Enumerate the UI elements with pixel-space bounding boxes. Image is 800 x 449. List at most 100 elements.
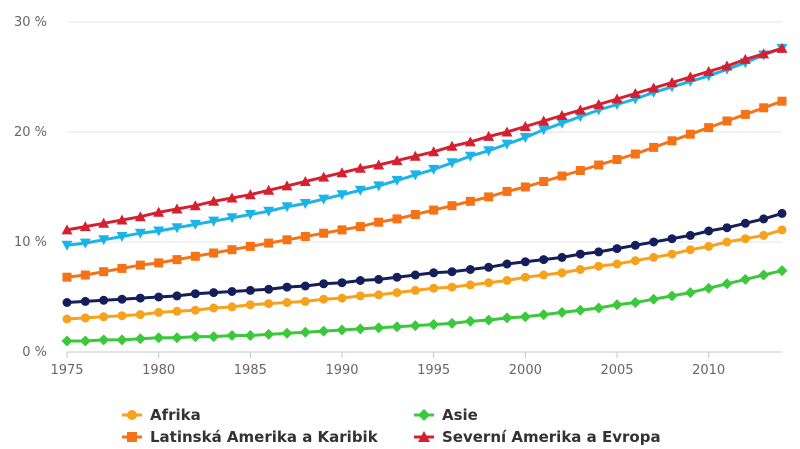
data-point-oceanie bbox=[556, 118, 568, 129]
data-point-severni-amerika-a-evropa bbox=[281, 180, 293, 191]
data-point-latinska-amerika-a-karibik bbox=[300, 232, 310, 241]
data-point-latinska-amerika-a-karibik bbox=[264, 238, 274, 248]
data-point-svet bbox=[300, 281, 310, 291]
data-point-latinska-amerika-a-karibik bbox=[649, 142, 659, 152]
data-point-oceanie bbox=[189, 219, 201, 230]
data-point-asie bbox=[409, 320, 421, 332]
series-line-afrika bbox=[65, 228, 784, 321]
data-point-asie bbox=[226, 330, 238, 341]
y-tick-label: 10 % bbox=[14, 235, 47, 250]
y-tick-label: 30 % bbox=[14, 15, 47, 30]
legend-symbol-marker bbox=[127, 432, 137, 442]
data-point-severni-amerika-a-evropa bbox=[721, 60, 733, 71]
data-point-severni-amerika-a-evropa bbox=[79, 221, 91, 232]
x-tick-label: 1975 bbox=[50, 363, 83, 378]
data-point-svet bbox=[539, 255, 549, 265]
data-point-svet bbox=[502, 259, 512, 269]
data-point-svet bbox=[649, 237, 659, 247]
data-point-severni-amerika-a-evropa bbox=[244, 189, 256, 200]
data-point-svet bbox=[612, 244, 622, 254]
data-point-oceanie bbox=[299, 199, 311, 209]
data-point-oceanie bbox=[519, 133, 531, 143]
data-point-severni-amerika-a-evropa bbox=[464, 136, 476, 147]
data-point-afrika bbox=[80, 313, 90, 323]
data-point-oceanie bbox=[208, 216, 220, 227]
data-point-asie bbox=[758, 269, 770, 281]
data-point-svet bbox=[777, 208, 787, 218]
data-point-oceanie bbox=[336, 190, 348, 201]
data-point-severni-amerika-a-evropa bbox=[684, 71, 696, 82]
x-tick-label: 1990 bbox=[325, 363, 358, 378]
data-point-severni-amerika-a-evropa bbox=[189, 200, 201, 211]
data-point-asie bbox=[593, 302, 605, 314]
data-point-svet bbox=[209, 288, 219, 298]
data-point-latinska-amerika-a-karibik bbox=[557, 171, 567, 181]
data-point-oceanie bbox=[226, 213, 238, 224]
data-point-afrika bbox=[447, 282, 457, 292]
legend-label: Severní Amerika a Evropa bbox=[442, 428, 661, 446]
data-point-oceanie bbox=[153, 226, 165, 237]
data-point-latinska-amerika-a-karibik bbox=[355, 222, 365, 232]
data-point-asie bbox=[336, 324, 348, 336]
data-point-latinska-amerika-a-karibik bbox=[62, 272, 72, 282]
series-line-latinska-amerika-a-karibik bbox=[65, 99, 784, 279]
data-point-asie bbox=[98, 334, 110, 346]
data-point-afrika bbox=[759, 230, 769, 240]
data-point-svet bbox=[117, 294, 127, 304]
series-svet bbox=[62, 208, 787, 307]
data-point-latinska-amerika-a-karibik bbox=[429, 205, 439, 215]
legend-item: Latinská Amerika a Karibik bbox=[122, 428, 379, 446]
series-oceanie bbox=[61, 43, 788, 251]
data-point-afrika bbox=[62, 314, 72, 324]
data-point-latinska-amerika-a-karibik bbox=[99, 267, 109, 277]
data-point-latinska-amerika-a-karibik bbox=[117, 263, 127, 273]
data-point-asie bbox=[263, 328, 275, 340]
data-point-svet bbox=[410, 270, 420, 280]
data-point-svet bbox=[722, 223, 732, 233]
data-point-asie bbox=[281, 327, 293, 339]
x-tick-label: 1995 bbox=[417, 363, 450, 378]
data-point-oceanie bbox=[483, 146, 495, 157]
data-point-oceanie bbox=[409, 170, 421, 181]
data-point-asie bbox=[666, 290, 678, 302]
data-point-svet bbox=[190, 289, 200, 299]
data-point-afrika bbox=[594, 261, 604, 271]
data-point-afrika bbox=[649, 252, 659, 262]
data-point-severni-amerika-a-evropa bbox=[354, 162, 366, 173]
data-point-latinska-amerika-a-karibik bbox=[612, 155, 622, 164]
data-point-asie bbox=[354, 323, 366, 335]
data-point-asie bbox=[153, 332, 165, 344]
data-point-afrika bbox=[227, 302, 237, 312]
data-point-asie bbox=[721, 278, 733, 290]
data-point-latinska-amerika-a-karibik bbox=[80, 270, 90, 280]
legend-item: Severní Amerika a Evropa bbox=[414, 428, 661, 446]
data-point-latinska-amerika-a-karibik bbox=[245, 241, 255, 251]
data-point-afrika bbox=[300, 296, 310, 306]
data-point-latinska-amerika-a-karibik bbox=[227, 245, 237, 255]
data-point-latinska-amerika-a-karibik bbox=[667, 136, 677, 146]
data-point-asie bbox=[703, 282, 715, 294]
data-point-oceanie bbox=[263, 206, 275, 217]
legend-symbol-marker bbox=[418, 431, 430, 442]
data-point-svet bbox=[685, 230, 695, 240]
data-point-latinska-amerika-a-karibik bbox=[484, 192, 494, 202]
legend: Afrika Asie Latinská Amerika a Karibik Seve… bbox=[122, 406, 661, 446]
data-point-oceanie bbox=[171, 223, 183, 234]
data-point-latinska-amerika-a-karibik bbox=[575, 166, 585, 175]
data-point-svet bbox=[667, 234, 677, 244]
data-point-svet bbox=[319, 279, 329, 289]
data-point-latinska-amerika-a-karibik bbox=[722, 116, 732, 126]
data-point-severni-amerika-a-evropa bbox=[61, 224, 73, 235]
data-point-latinska-amerika-a-karibik bbox=[447, 201, 457, 211]
data-point-afrika bbox=[190, 305, 200, 315]
data-point-severni-amerika-a-evropa bbox=[134, 211, 146, 222]
gridlines bbox=[67, 21, 782, 353]
data-point-svet bbox=[429, 268, 439, 278]
data-point-latinska-amerika-a-karibik bbox=[410, 210, 420, 219]
data-point-asie bbox=[519, 311, 531, 323]
series-latinska-amerika-a-karibik bbox=[62, 96, 787, 282]
legend-symbol-marker bbox=[127, 410, 137, 420]
data-point-latinska-amerika-a-karibik bbox=[154, 258, 164, 268]
data-point-oceanie bbox=[373, 181, 385, 192]
